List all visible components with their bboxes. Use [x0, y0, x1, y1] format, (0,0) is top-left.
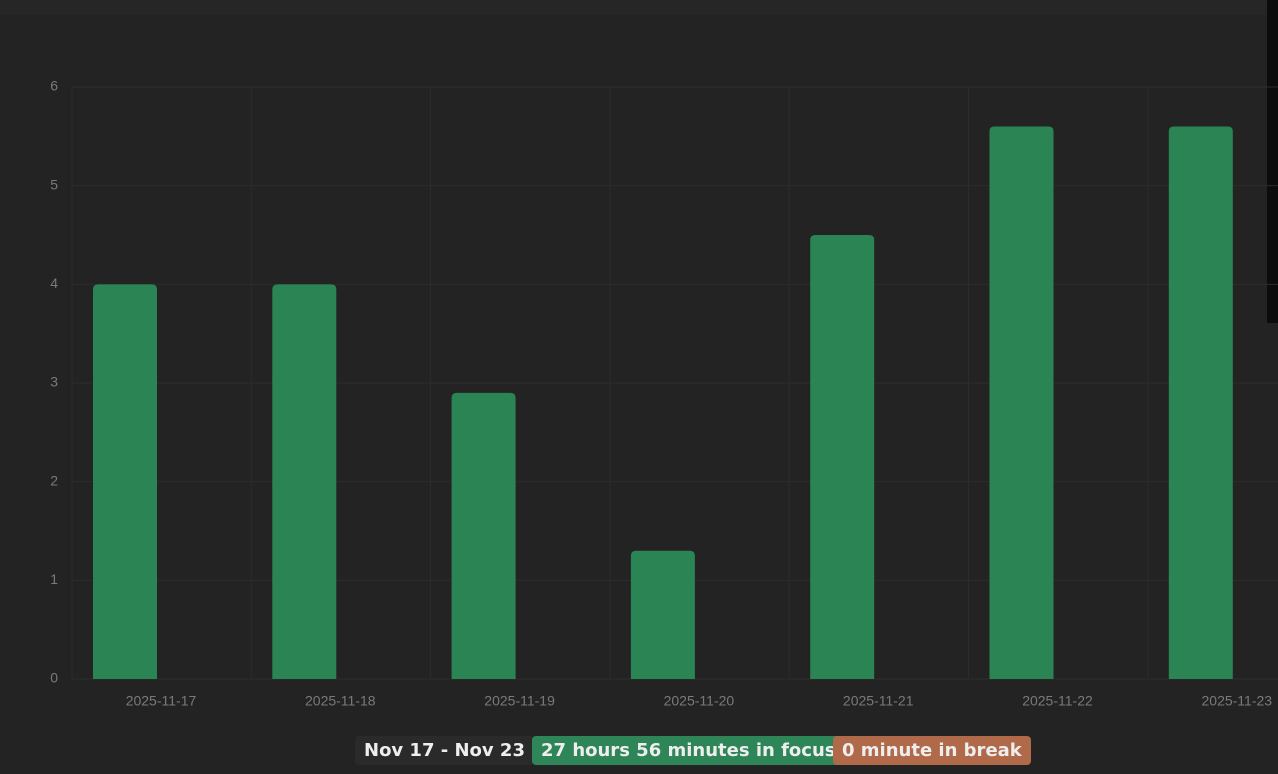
y-tick-label: 5 — [50, 176, 58, 192]
bar — [810, 235, 875, 679]
bar — [451, 392, 516, 679]
x-tick-label: 2025-11-18 — [305, 693, 376, 709]
bar — [630, 550, 695, 679]
y-tick-label: 6 — [50, 78, 58, 94]
bar — [93, 284, 157, 679]
y-tick-label: 4 — [50, 275, 58, 291]
y-tick-label: 0 — [50, 670, 58, 686]
bar — [1168, 126, 1233, 679]
scrollbar — [1267, 0, 1278, 323]
y-tick-label: 3 — [50, 374, 58, 390]
x-tick-label: 2025-11-22 — [1022, 693, 1093, 709]
focus-total: 27 hours 56 minutes in focus — [532, 736, 845, 765]
bar — [272, 284, 337, 679]
x-tick-label: 2025-11-21 — [843, 693, 914, 709]
x-tick-label: 2025-11-23 — [1202, 693, 1273, 709]
x-tick-label: 2025-11-19 — [484, 693, 555, 709]
date-range: Nov 17 - Nov 23 — [355, 736, 534, 765]
y-tick-label: 2 — [50, 472, 58, 488]
top-strip — [0, 0, 1278, 15]
x-tick-label: 2025-11-20 — [664, 693, 735, 709]
break-total: 0 minute in break — [833, 736, 1031, 765]
chart: 0 1 2 3 4 5 6 2025-11-17 2025-11-18 2025-11-19 202… — [50, 77, 1273, 709]
bar — [989, 126, 1054, 679]
y-tick-label: 1 — [50, 571, 58, 587]
x-tick-label: 2025-11-17 — [126, 693, 197, 709]
